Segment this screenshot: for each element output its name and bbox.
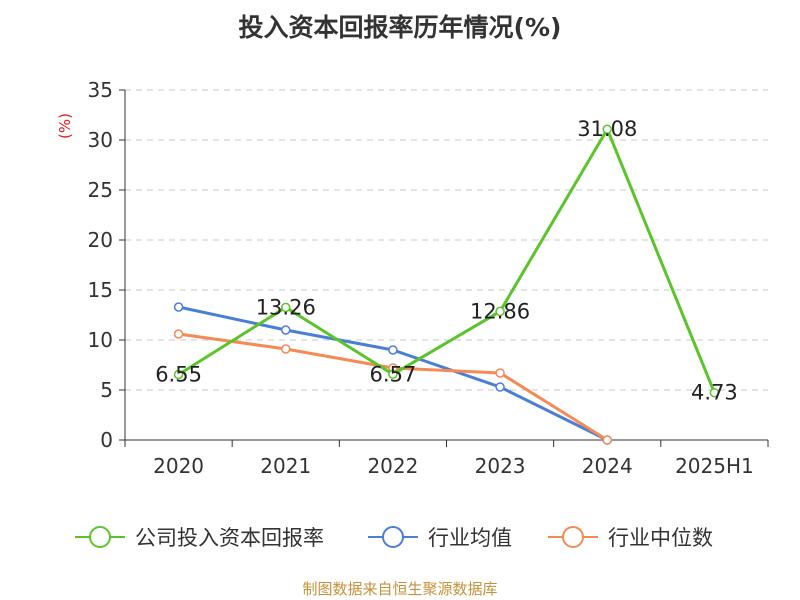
data-point xyxy=(388,369,398,380)
data-point xyxy=(281,302,291,313)
legend-swatch-marker xyxy=(382,526,404,548)
data-point xyxy=(709,387,720,398)
legend-label: 行业均值 xyxy=(428,526,512,550)
data-point xyxy=(281,344,291,354)
x-tick-label: 2025H1 xyxy=(675,454,754,478)
legend-swatch-marker xyxy=(562,526,584,548)
data-point xyxy=(495,306,505,317)
legend-label: 行业中位数 xyxy=(608,526,713,550)
data-point xyxy=(281,325,291,335)
data-point xyxy=(173,302,184,312)
data-label: 6.55 xyxy=(155,363,202,387)
x-tick-label: 2020 xyxy=(153,454,204,478)
x-tick-label: 2023 xyxy=(475,454,526,478)
source-note: 制图数据来自恒生聚源数据库 xyxy=(302,580,498,598)
y-tick-label: 15 xyxy=(88,278,113,302)
data-label: 12.86 xyxy=(470,299,530,323)
x-tick-label: 2024 xyxy=(582,454,633,478)
x-tick-label: 2022 xyxy=(367,454,418,478)
y-tick-label: 25 xyxy=(88,178,113,202)
legend-swatch-marker xyxy=(89,526,111,548)
y-tick-label: 30 xyxy=(88,128,113,152)
y-axis-label: (%) xyxy=(56,113,74,139)
data-label: 4.73 xyxy=(691,381,738,405)
data-point xyxy=(173,369,184,380)
data-point xyxy=(173,329,184,339)
y-tick-label: 10 xyxy=(88,328,113,352)
y-tick-label: 0 xyxy=(100,428,113,452)
data-point xyxy=(388,345,398,355)
data-label: 6.57 xyxy=(370,362,417,386)
legend-label: 公司投入资本回报率 xyxy=(135,526,324,550)
data-point xyxy=(602,435,612,445)
chart-title: 投入资本回报率历年情况(%) xyxy=(238,13,562,42)
data-point xyxy=(495,368,505,378)
data-label: 13.26 xyxy=(256,295,316,319)
y-tick-label: 20 xyxy=(88,228,113,252)
data-point xyxy=(495,382,505,392)
data-point xyxy=(602,124,612,134)
y-tick-label: 35 xyxy=(88,78,113,102)
data-label: 31.08 xyxy=(577,117,637,141)
series-line xyxy=(177,127,716,394)
x-tick-label: 2021 xyxy=(260,454,311,478)
y-tick-label: 5 xyxy=(100,378,113,402)
